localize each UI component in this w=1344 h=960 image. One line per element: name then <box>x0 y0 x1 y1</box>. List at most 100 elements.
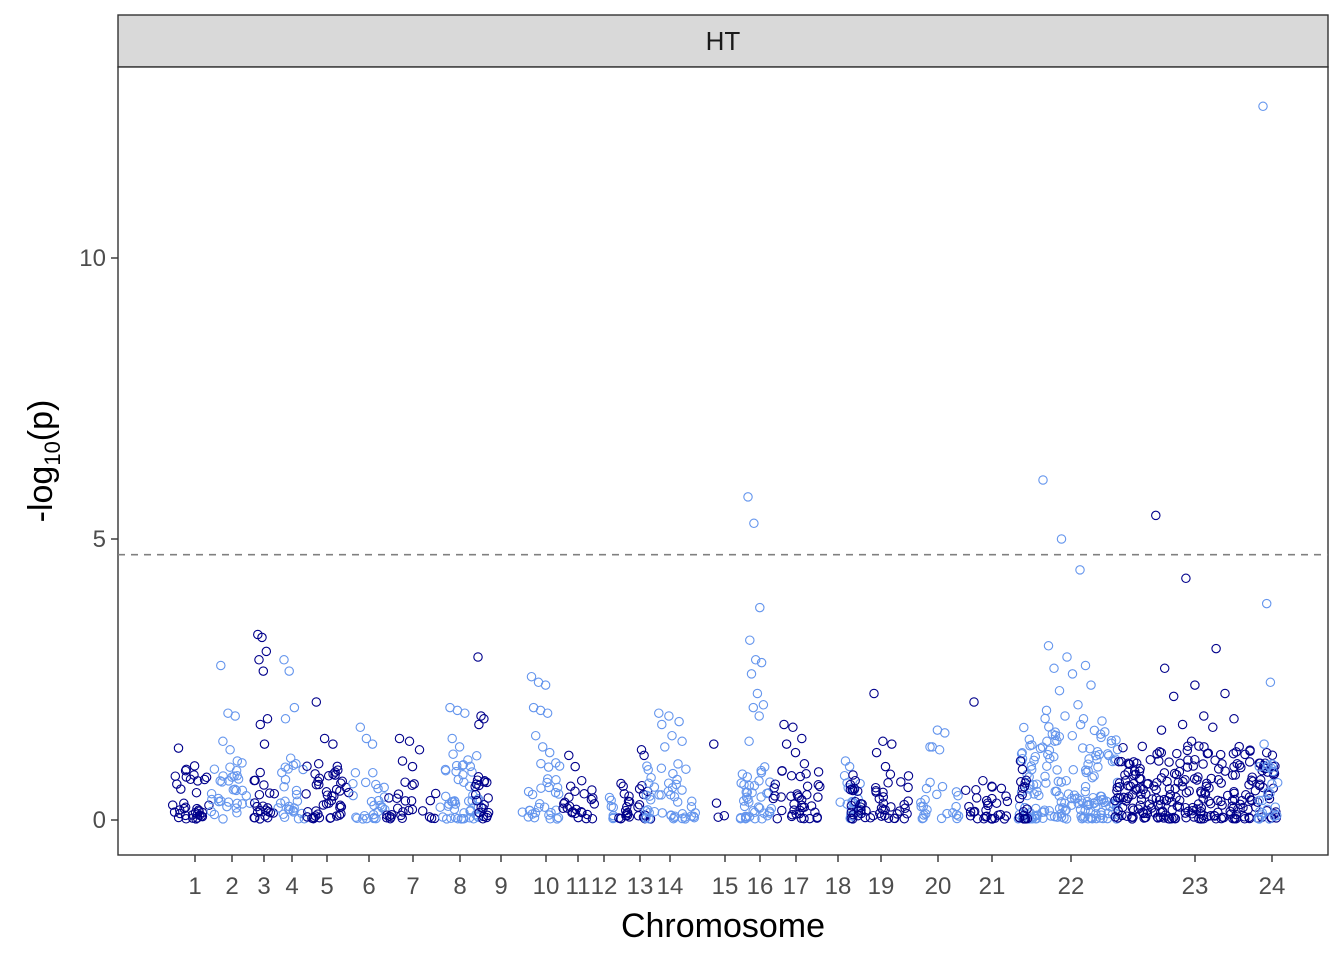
snp-point <box>588 793 598 803</box>
snp-point-peak <box>604 792 615 803</box>
snp-point-peak <box>750 655 761 665</box>
snp-point <box>465 761 476 772</box>
snp-point <box>259 780 269 790</box>
snp-point <box>713 812 723 822</box>
snp-point <box>325 813 336 823</box>
snp-point <box>467 767 477 777</box>
snp-point <box>1110 812 1121 822</box>
snp-point <box>801 769 811 779</box>
snp-point <box>1147 794 1158 804</box>
snp-point <box>564 801 575 811</box>
snp-point <box>472 795 482 806</box>
snp-point <box>430 788 441 799</box>
snp-point-peak <box>232 756 243 766</box>
x-axis-title: Chromosome <box>621 907 825 945</box>
snp-point <box>1210 755 1220 766</box>
snp-point <box>969 806 980 817</box>
snp-point <box>534 799 545 809</box>
snp-point <box>764 808 775 818</box>
snp-point-peak <box>639 750 649 761</box>
snp-point <box>763 788 774 798</box>
snp-point-peak <box>570 761 580 772</box>
snp-point <box>681 764 691 774</box>
snp-point <box>1061 775 1071 786</box>
snp-point <box>1052 765 1062 775</box>
snp-point <box>789 799 799 809</box>
snp-point <box>1013 814 1024 824</box>
snp-point-peak <box>530 730 541 741</box>
snp-point-peak <box>1060 711 1070 721</box>
snp-point <box>677 809 688 819</box>
snp-point <box>1129 766 1140 776</box>
snp-point <box>619 789 630 799</box>
snp-point <box>622 802 632 812</box>
snp-point <box>1180 775 1190 785</box>
snp-point <box>1153 813 1163 823</box>
snp-point <box>360 777 371 788</box>
snp-point <box>529 812 540 823</box>
snp-point <box>1159 768 1170 778</box>
snp-point <box>1216 778 1226 788</box>
snp-point <box>757 814 767 824</box>
snp-point <box>1077 743 1088 753</box>
snp-point <box>646 772 656 783</box>
snp-point <box>1178 776 1188 787</box>
snp-point <box>542 777 552 788</box>
snp-point <box>756 792 766 802</box>
snp-point <box>899 813 910 824</box>
snp-point-peak <box>361 733 372 744</box>
snp-point <box>1020 814 1031 824</box>
x-tick-label: 20 <box>925 873 952 900</box>
snp-point-peak <box>987 781 997 792</box>
snp-point <box>886 802 896 812</box>
snp-point <box>348 790 358 801</box>
snp-point-peak <box>1080 660 1091 671</box>
snp-point <box>1154 747 1165 757</box>
snp-point <box>1135 783 1145 793</box>
snp-point-peak <box>940 728 950 738</box>
snp-point <box>813 780 824 790</box>
snp-point <box>1017 753 1028 764</box>
snp-point-peak <box>711 798 722 808</box>
snp-point <box>1118 742 1128 753</box>
x-tick-label: 1 <box>188 873 201 900</box>
snp-point <box>1153 800 1163 810</box>
snp-point <box>435 802 445 812</box>
snp-point <box>1145 755 1156 765</box>
snp-point-peak <box>189 770 199 780</box>
snp-point <box>291 789 302 800</box>
snp-point-peak <box>674 716 684 727</box>
snp-point <box>1177 781 1187 791</box>
snp-point <box>1216 796 1226 807</box>
snp-point <box>1095 791 1106 801</box>
snp-point-peak <box>1258 101 1268 112</box>
snp-point <box>1092 747 1103 757</box>
snp-point <box>199 774 210 785</box>
snp-point <box>438 812 448 822</box>
snp-point <box>1067 730 1078 741</box>
snp-point <box>1154 795 1165 805</box>
snp-point-peak <box>394 733 405 744</box>
snp-point <box>1253 813 1263 824</box>
snp-point-peak <box>1199 711 1209 721</box>
snp-point-peak <box>752 688 763 699</box>
snp-point <box>1263 787 1273 798</box>
snp-point <box>1112 782 1123 793</box>
y-tick-label: 5 <box>93 526 106 553</box>
snp-point <box>471 751 482 761</box>
snp-point <box>539 802 550 812</box>
snp-point-peak <box>1067 669 1078 679</box>
x-tick-label: 19 <box>868 873 895 900</box>
snp-point <box>853 810 863 821</box>
snp-point <box>878 787 888 798</box>
snp-point-peak <box>850 775 860 786</box>
snp-point <box>1076 795 1086 806</box>
snp-point-peak <box>1086 680 1096 690</box>
snp-point <box>279 782 289 792</box>
snp-point-peak <box>745 635 755 645</box>
snp-point <box>581 813 591 824</box>
snp-point <box>1078 813 1089 823</box>
snp-point <box>1075 719 1086 730</box>
snp-point-peak <box>1017 764 1028 775</box>
